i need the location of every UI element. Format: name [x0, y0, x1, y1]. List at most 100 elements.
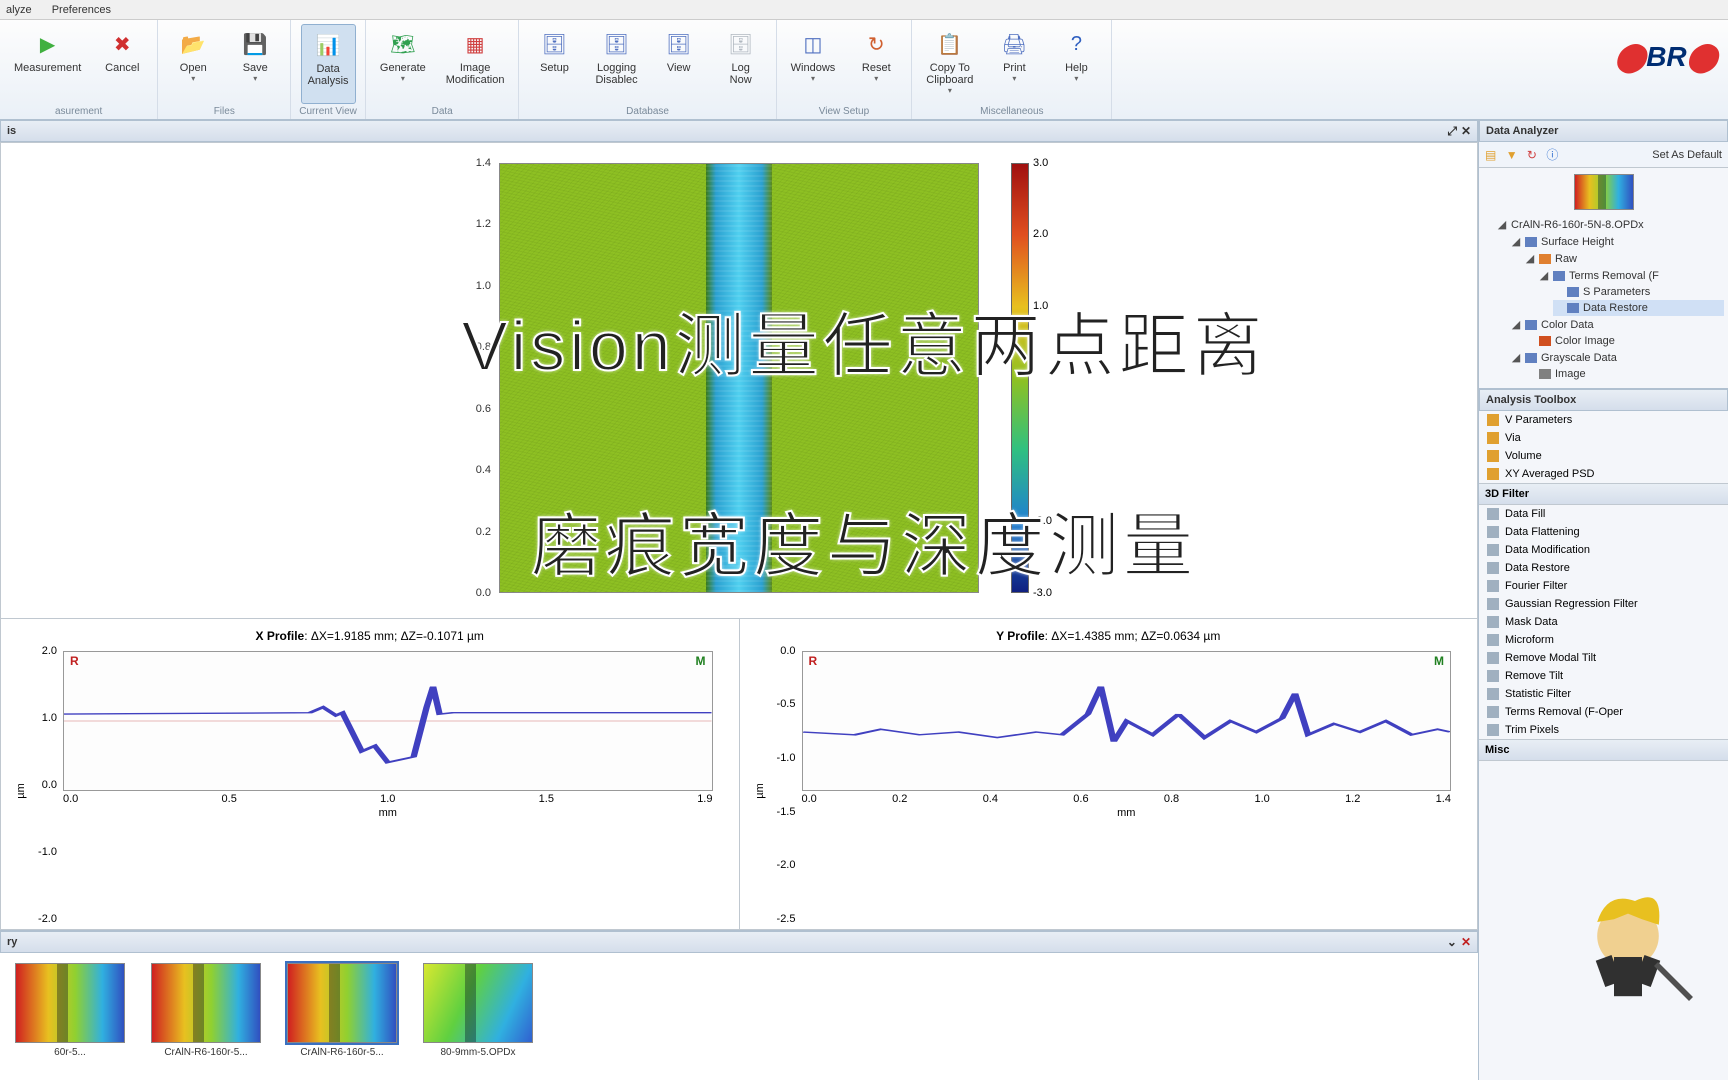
toolbox-item[interactable]: Fourier Filter	[1479, 577, 1728, 595]
ribbon-group-label: Files	[214, 104, 235, 117]
heatmap-zone: 1.41.21.00.80.60.40.20.0 3.02.01.0-2.0-3…	[1, 143, 1477, 618]
x-profile-chart[interactable]: R M	[63, 651, 713, 791]
tree-node[interactable]: ◢Raw	[1525, 250, 1724, 267]
y-profile-xlabel: mm	[802, 807, 1452, 819]
toolbox-item[interactable]: Data Restore	[1479, 559, 1728, 577]
save-button[interactable]: 💾Save▾	[228, 24, 282, 104]
da-tool-2[interactable]: ▼	[1506, 148, 1518, 162]
toolbox-item[interactable]: Mask Data	[1479, 613, 1728, 631]
gallery-thumb[interactable]: ×60r-5...	[10, 963, 130, 1058]
data-analysis-button[interactable]: 📊Data Analysis	[301, 24, 356, 104]
colorbar	[1011, 163, 1029, 593]
gallery-thumb[interactable]: ×CrAlN-R6-160r-5...	[282, 963, 402, 1058]
tree-root-node[interactable]: ◢CrAlN-R6-160r-5N-8.OPDx	[1497, 216, 1724, 233]
generate-button[interactable]: 🗺Generate▾	[374, 24, 432, 104]
windows-button[interactable]: ◫Windows▾	[785, 24, 842, 104]
toolbox-item[interactable]: Data Fill	[1479, 505, 1728, 523]
x-profile-title: X Profile: ΔX=1.9185 mm; ΔZ=-0.1071 µm	[17, 629, 723, 643]
data-analyzer-header: Data Analyzer	[1479, 120, 1728, 142]
ribbon-group-label: Miscellaneous	[980, 104, 1043, 117]
expand-icon[interactable]: ⤢	[1447, 124, 1457, 139]
toolbox-item[interactable]: Data Flattening	[1479, 523, 1728, 541]
setup-button[interactable]: 🗄Setup	[527, 24, 581, 104]
measurement-button[interactable]: ▶Measurement	[8, 24, 87, 104]
tree-node[interactable]: S Parameters	[1553, 284, 1724, 300]
cancel-button[interactable]: ✖Cancel	[95, 24, 149, 104]
toolbox-item[interactable]: Statistic Filter	[1479, 685, 1728, 703]
menu-analyze[interactable]: alyze	[6, 4, 32, 16]
toolbox-item[interactable]: Remove Tilt	[1479, 667, 1728, 685]
data-analyzer-title: Data Analyzer	[1486, 125, 1558, 137]
gallery-body: ×60r-5...×CrAlN-R6-160r-5...×CrAlN-R6-16…	[0, 953, 1478, 1080]
right-sidebar: Data Analyzer ▤ ▼ ↻ ⓘ Set As Default ◢Cr…	[1478, 120, 1728, 1080]
toolbox-header: Analysis Toolbox	[1479, 389, 1728, 411]
thumb-label: CrAlN-R6-160r-5...	[164, 1047, 247, 1058]
image-mod-button[interactable]: ▦Image Modification	[440, 24, 511, 104]
tree-node[interactable]: ◢Surface Height	[1511, 233, 1724, 250]
x-profile-yaxis: 2.01.00.0-1.0-2.0	[29, 651, 61, 919]
close-icon[interactable]: ✕	[1461, 935, 1471, 949]
menu-preferences[interactable]: Preferences	[52, 4, 111, 16]
toolbox-section-header: Misc	[1479, 739, 1728, 761]
tree-node[interactable]: Image	[1525, 366, 1724, 382]
tree-node[interactable]: ◢Terms Removal (F	[1539, 267, 1724, 284]
data-tree: ◢CrAlN-R6-160r-5N-8.OPDx◢Surface Height◢…	[1479, 168, 1728, 388]
analysis-panel-title: is	[7, 125, 16, 137]
menubar: alyze Preferences	[0, 0, 1728, 20]
toolbox-item[interactable]: V Parameters	[1479, 411, 1728, 429]
y-profile-chart[interactable]: R M	[802, 651, 1452, 791]
thumb-label: 60r-5...	[54, 1047, 86, 1058]
tree-node[interactable]: Data Restore	[1553, 300, 1724, 316]
info-icon[interactable]: ⓘ	[1546, 148, 1558, 162]
toolbox-item[interactable]: Trim Pixels	[1479, 721, 1728, 739]
surface-heatmap[interactable]	[499, 163, 979, 593]
close-icon[interactable]: ✕	[1461, 124, 1471, 139]
toolbox-item[interactable]: Remove Modal Tilt	[1479, 649, 1728, 667]
ribbon-group-label: Database	[626, 104, 669, 117]
y-profile-yaxis: 0.0-0.5-1.0-1.5-2.0-2.5	[768, 651, 800, 919]
tree-node[interactable]: ◢Grayscale Data	[1511, 349, 1724, 366]
copy-clipboard-button[interactable]: 📋Copy To Clipboard▾	[920, 24, 979, 104]
tree-node[interactable]: ◢Color Data	[1511, 316, 1724, 333]
open-button[interactable]: 📂Open▾	[166, 24, 220, 104]
gallery-panel: ry ⌄✕ ×60r-5...×CrAlN-R6-160r-5...×CrAlN…	[0, 930, 1478, 1080]
toolbox-item[interactable]: Microform	[1479, 631, 1728, 649]
toolbox-item[interactable]: Volume	[1479, 447, 1728, 465]
refresh-icon[interactable]: ↻	[1527, 148, 1537, 162]
ribbon-group-label: Data	[432, 104, 453, 117]
analysis-panel-header: is ⤢ ✕	[0, 120, 1478, 142]
main-area: is ⤢ ✕ 1.41.21.00.80.60.40.20.0 3.02.01.0…	[0, 120, 1728, 1080]
data-analyzer-toolbar: ▤ ▼ ↻ ⓘ Set As Default	[1479, 142, 1728, 168]
toolbox-item[interactable]: Via	[1479, 429, 1728, 447]
heatmap-y-axis: 1.41.21.00.80.60.40.20.0	[459, 163, 497, 593]
thumb-label: 80-9mm-5.OPDx	[440, 1047, 515, 1058]
toolbox-item[interactable]: Data Modification	[1479, 541, 1728, 559]
da-tool-1[interactable]: ▤	[1485, 148, 1496, 162]
brand-logo: ⬤BR⬤	[1615, 40, 1718, 73]
x-profile-xlabel: mm	[63, 807, 713, 819]
ribbon-toolbar: ▶Measurement✖Cancelasurement 📂Open▾💾Save▾…	[0, 20, 1728, 120]
thumb-label: CrAlN-R6-160r-5...	[300, 1047, 383, 1058]
gallery-header: ry ⌄✕	[0, 931, 1478, 953]
toolbox-item[interactable]: Terms Removal (F-Oper	[1479, 703, 1728, 721]
view-button[interactable]: 🗄View	[652, 24, 706, 104]
ribbon-group-label: Current View	[299, 104, 357, 117]
y-profile-xaxis: 0.00.20.40.60.81.01.21.4	[802, 793, 1452, 805]
set-default-button[interactable]: Set As Default	[1652, 149, 1722, 161]
tree-node[interactable]: Color Image	[1525, 333, 1724, 349]
log-now-button[interactable]: 🗄Log Now	[714, 24, 768, 104]
reset-button[interactable]: ↻Reset▾	[849, 24, 903, 104]
help-button[interactable]: ?Help▾	[1049, 24, 1103, 104]
logging-button[interactable]: 🗄Logging Disablec	[589, 24, 643, 104]
toolbox-item[interactable]: XY Averaged PSD	[1479, 465, 1728, 483]
y-profile-ylabel: µm	[753, 783, 765, 799]
print-button[interactable]: 🖨Print▾	[987, 24, 1041, 104]
collapse-icon[interactable]: ⌄	[1447, 935, 1457, 949]
gallery-thumb[interactable]: ×CrAlN-R6-160r-5...	[146, 963, 266, 1058]
toolbox-item[interactable]: Gaussian Regression Filter	[1479, 595, 1728, 613]
x-profile-xaxis: 0.00.51.01.51.9	[63, 793, 713, 805]
ribbon-group-label: asurement	[55, 104, 102, 117]
x-profile-ylabel: µm	[15, 783, 27, 799]
gallery-thumb[interactable]: ×80-9mm-5.OPDx	[418, 963, 538, 1058]
toolbox-section-header: 3D Filter	[1479, 483, 1728, 505]
